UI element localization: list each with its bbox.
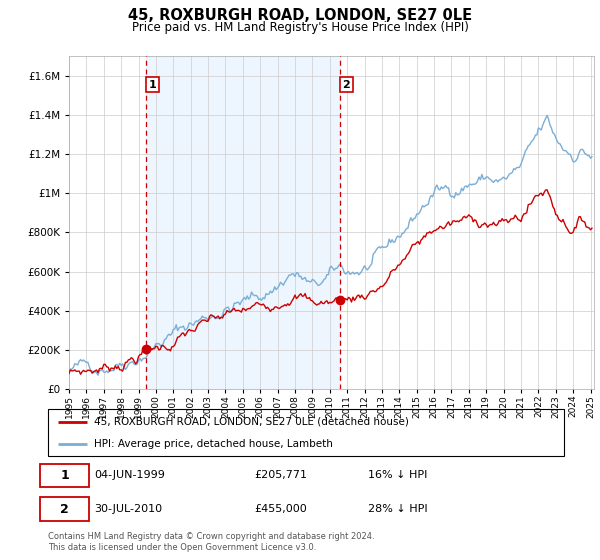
Text: Contains HM Land Registry data © Crown copyright and database right 2024.
This d: Contains HM Land Registry data © Crown c… — [48, 532, 374, 552]
Text: 1: 1 — [148, 80, 156, 90]
Text: 1: 1 — [61, 469, 69, 482]
Text: Price paid vs. HM Land Registry's House Price Index (HPI): Price paid vs. HM Land Registry's House … — [131, 21, 469, 34]
Text: 30-JUL-2010: 30-JUL-2010 — [94, 504, 163, 514]
Text: £455,000: £455,000 — [254, 504, 307, 514]
FancyBboxPatch shape — [40, 464, 89, 487]
Text: 04-JUN-1999: 04-JUN-1999 — [94, 470, 166, 480]
Text: 45, ROXBURGH ROAD, LONDON, SE27 0LE: 45, ROXBURGH ROAD, LONDON, SE27 0LE — [128, 8, 472, 24]
Text: 16% ↓ HPI: 16% ↓ HPI — [368, 470, 427, 480]
Text: 2: 2 — [343, 80, 350, 90]
Text: HPI: Average price, detached house, Lambeth: HPI: Average price, detached house, Lamb… — [94, 438, 334, 449]
Text: 2: 2 — [61, 502, 69, 516]
Text: £205,771: £205,771 — [254, 470, 307, 480]
Text: 28% ↓ HPI: 28% ↓ HPI — [368, 504, 428, 514]
Text: 45, ROXBURGH ROAD, LONDON, SE27 0LE (detached house): 45, ROXBURGH ROAD, LONDON, SE27 0LE (det… — [94, 417, 409, 427]
Bar — [146, 56, 340, 389]
FancyBboxPatch shape — [40, 497, 89, 521]
